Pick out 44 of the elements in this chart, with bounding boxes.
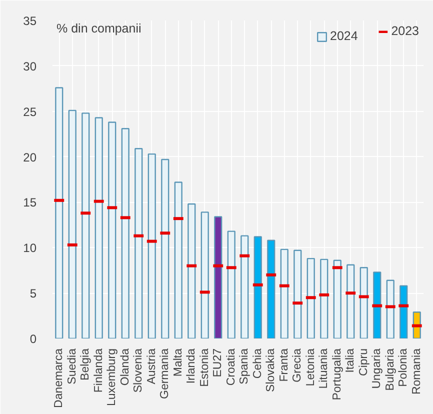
y-tick-label: 20 (23, 150, 37, 164)
y-tick-label: 10 (23, 241, 37, 256)
legend-label: 2023 (391, 24, 419, 38)
x-tick-label: Cipru (358, 348, 370, 376)
x-tick-label: Belgia (80, 348, 92, 380)
x-tick-label: Romania (410, 348, 423, 395)
y-tick-label: 5 (30, 286, 37, 301)
x-tick-label: Olanda (119, 348, 132, 386)
bar (267, 240, 276, 338)
x-tick-label: Germania (159, 348, 172, 399)
x-tick-label: Cehia (252, 348, 264, 379)
x-tick-label: Portugalia (331, 348, 344, 400)
y-tick-label: 15 (23, 196, 37, 210)
x-tick-label: Croatia (225, 348, 238, 386)
x-tick-label: Austria (146, 348, 158, 384)
x-tick-label: Spania (238, 348, 251, 384)
x-tick-label: Slovenia (132, 348, 145, 393)
x-tick-label: Polonia (398, 348, 410, 387)
x-tick-label: Slovakia (265, 348, 278, 392)
x-tick-label: Estonia (198, 348, 211, 387)
x-tick-label: Franta (278, 348, 290, 382)
x-tick-label: EU27 (212, 348, 224, 378)
y-tick-label: 25 (23, 104, 37, 119)
y-tick-label: 0 (30, 332, 37, 346)
x-tick-label: Letonia (304, 348, 317, 386)
x-tick-label: Finlanda (92, 348, 105, 393)
x-tick-label: Italia (344, 348, 357, 373)
x-tick-label: Irlanda (186, 348, 198, 384)
x-tick-label: Suedia (66, 348, 78, 384)
x-tick-label: Grecia (292, 348, 304, 382)
y-tick-label: 30 (23, 59, 37, 74)
x-tick-label: Bulgaria (384, 348, 396, 391)
x-tick-label: Ungaria (371, 348, 384, 389)
x-tick-label: Danemarca (53, 348, 66, 408)
x-tick-label: Malta (172, 348, 184, 377)
x-tick-label: Luxemburg (106, 348, 118, 406)
bar (214, 216, 222, 338)
y-tick-label: 35 (23, 14, 37, 28)
legend-label: 2024 (330, 29, 358, 43)
x-tick-label: Lituania (318, 348, 330, 389)
y-axis-title: % din companii (56, 22, 142, 36)
bar (373, 272, 382, 338)
bar (400, 285, 408, 338)
bar (254, 236, 262, 338)
